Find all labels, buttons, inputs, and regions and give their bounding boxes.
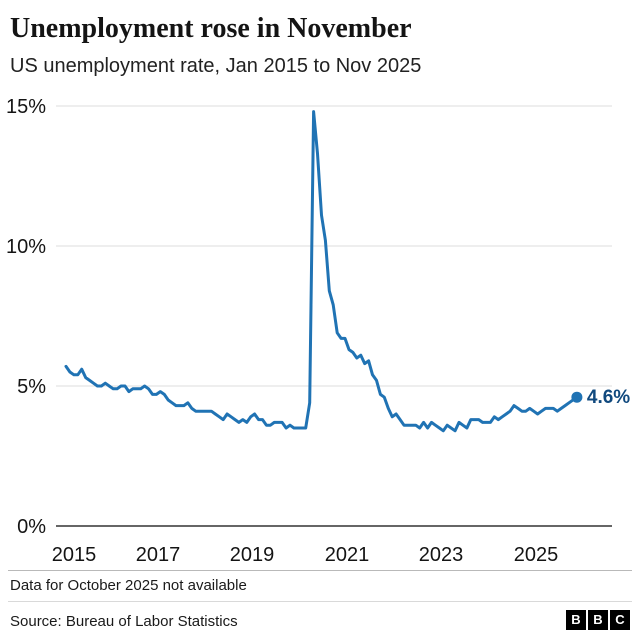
bbc-logo: B B C xyxy=(566,609,630,630)
y-tick-15: 15% xyxy=(6,96,46,118)
x-tick-2019: 2019 xyxy=(230,544,275,566)
x-tick-2017: 2017 xyxy=(136,544,181,566)
unemployment-line xyxy=(64,109,579,433)
footnote: Data for October 2025 not available xyxy=(10,576,247,594)
y-tick-5: 5% xyxy=(17,376,46,398)
source-row: Source: Bureau of Labor Statistics B B C xyxy=(0,602,640,640)
bbc-logo-block-2: B xyxy=(588,609,608,630)
x-tick-2015: 2015 xyxy=(52,544,97,566)
y-tick-0: 0% xyxy=(17,516,46,538)
y-tick-10: 10% xyxy=(6,236,46,258)
source-divider xyxy=(8,600,632,602)
chart-svg: 15% 10% 5% 0% 2015 2017 2019 2021 2023 2… xyxy=(6,96,630,566)
end-label: 4.6% xyxy=(587,387,630,408)
end-dot xyxy=(571,391,583,403)
chart-header: Unemployment rose in November US unemplo… xyxy=(0,0,640,80)
page-title: Unemployment rose in November xyxy=(10,13,412,44)
chart-subtitle: US unemployment rate, Jan 2015 to Nov 20… xyxy=(10,54,422,77)
bbc-logo-block-3: C xyxy=(610,609,630,630)
x-tick-2025: 2025 xyxy=(514,544,559,566)
footnote-divider xyxy=(8,569,632,571)
bbc-logo-block-1: B xyxy=(566,609,586,630)
source-text: Source: Bureau of Labor Statistics xyxy=(10,612,238,630)
x-tick-2021: 2021 xyxy=(325,544,370,566)
x-tick-2023: 2023 xyxy=(419,544,464,566)
